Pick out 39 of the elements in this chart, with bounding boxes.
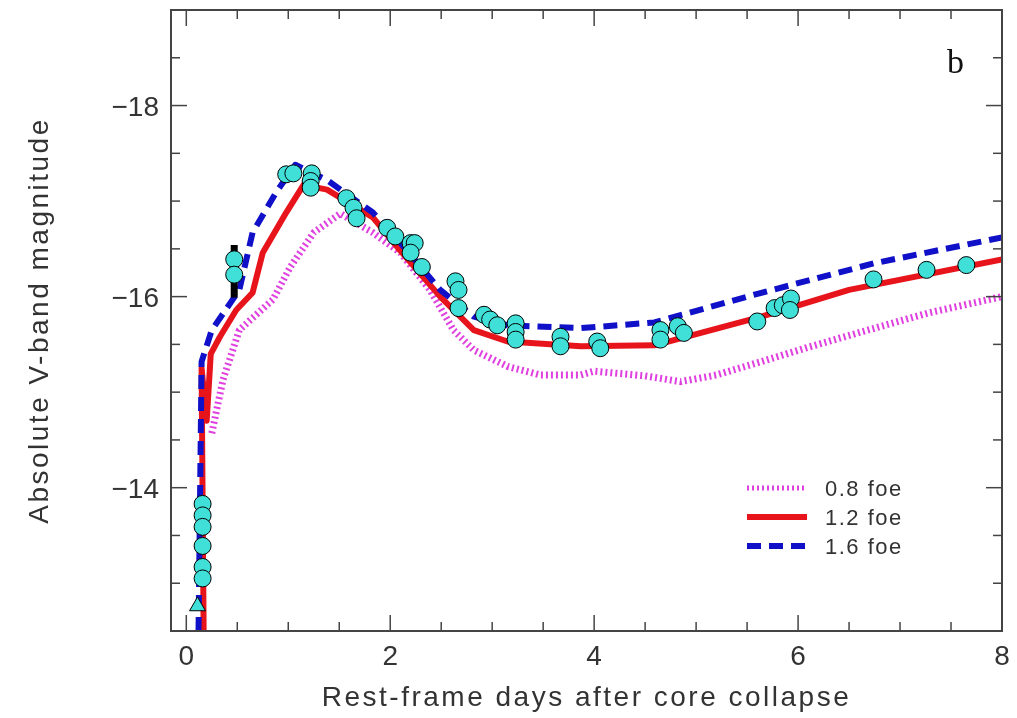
x-tick-label: 4 bbox=[586, 640, 602, 671]
x-tick-label: 6 bbox=[790, 640, 806, 671]
point bbox=[449, 280, 468, 299]
point bbox=[225, 265, 244, 284]
point bbox=[651, 330, 670, 349]
point bbox=[864, 270, 883, 289]
point bbox=[412, 258, 431, 276]
annotation: b bbox=[947, 43, 964, 80]
point bbox=[917, 260, 936, 279]
y-axis-title: Absolute V-band magnitude bbox=[23, 117, 54, 524]
point bbox=[674, 323, 693, 342]
point bbox=[780, 300, 799, 319]
legend-label: 1.6 foe bbox=[825, 534, 903, 559]
y-tick-label: −18 bbox=[111, 90, 159, 122]
point bbox=[386, 227, 405, 246]
point bbox=[551, 337, 570, 356]
point bbox=[193, 517, 212, 536]
point bbox=[488, 316, 507, 335]
legend-label: 0.8 foe bbox=[825, 476, 903, 501]
y-tick-label: −14 bbox=[111, 472, 159, 504]
point bbox=[748, 312, 767, 331]
x-tick-label: 8 bbox=[994, 640, 1010, 671]
point bbox=[189, 596, 206, 612]
x-axis-title: Rest-frame days after core collapse bbox=[321, 681, 852, 712]
point bbox=[957, 256, 976, 275]
point bbox=[449, 299, 468, 318]
point bbox=[591, 339, 610, 358]
point bbox=[225, 250, 244, 269]
point bbox=[284, 164, 303, 183]
point bbox=[401, 243, 420, 262]
x-tick-label: 2 bbox=[382, 640, 399, 671]
x-tick-label: 0 bbox=[178, 640, 195, 671]
point bbox=[301, 178, 320, 197]
legend-label: 1.2 foe bbox=[825, 505, 903, 530]
y-tick-label: −16 bbox=[111, 281, 159, 313]
point bbox=[506, 330, 525, 349]
point bbox=[193, 569, 212, 588]
point bbox=[347, 209, 366, 228]
point bbox=[193, 536, 212, 555]
